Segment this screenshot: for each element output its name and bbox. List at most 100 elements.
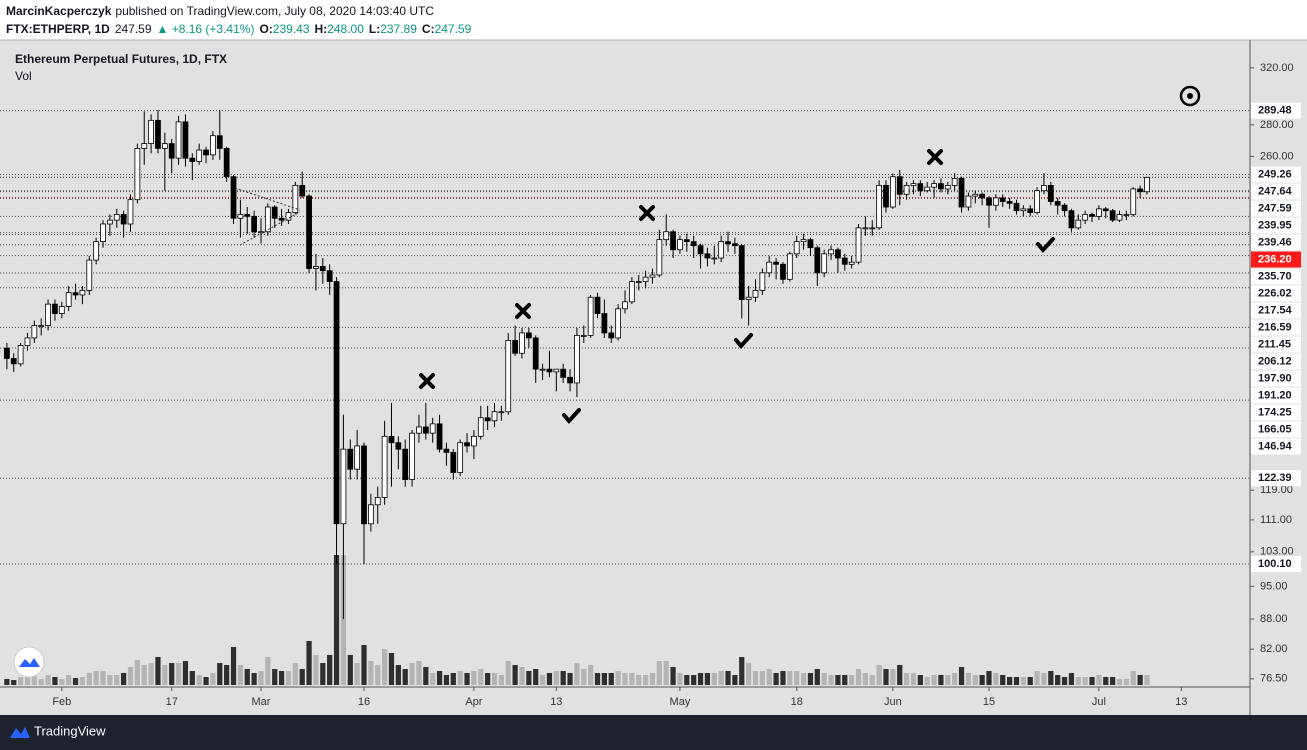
- x-tick-label: 17: [166, 696, 178, 708]
- candle-body: [471, 435, 477, 447]
- candle-body: [1089, 214, 1095, 217]
- volume-bar: [224, 665, 230, 685]
- volume-bar: [416, 661, 422, 685]
- volume-bar: [395, 665, 401, 685]
- volume-bar: [368, 661, 374, 685]
- candle-body: [210, 135, 216, 156]
- candle-body: [615, 308, 622, 339]
- candle-body: [120, 214, 127, 225]
- volume-bar: [890, 669, 896, 685]
- volume-bar: [903, 673, 910, 685]
- volume-bar: [1020, 677, 1026, 685]
- volume-bar: [382, 649, 388, 685]
- candle-body: [835, 249, 841, 259]
- candle-body: [594, 296, 601, 314]
- volume-bar: [574, 663, 580, 685]
- volume-bar: [285, 671, 292, 685]
- candle-body: [993, 197, 999, 206]
- candle-body: [1096, 208, 1102, 217]
- level-label-bg: [1251, 200, 1301, 217]
- volume-label: Vol: [15, 69, 32, 83]
- candle-body: [52, 303, 58, 314]
- volume-bar: [100, 671, 106, 685]
- volume-bar: [127, 667, 134, 685]
- candle-body: [910, 183, 917, 186]
- volume-bar: [272, 669, 278, 685]
- l-label: L:: [369, 22, 380, 36]
- level-label-bg: [1251, 353, 1301, 370]
- candle-body: [443, 448, 450, 453]
- volume-bar: [601, 673, 608, 685]
- candle-body: [786, 253, 793, 280]
- volume-bar: [958, 667, 965, 685]
- x-tick-label: Apr: [465, 696, 482, 708]
- volume-bar: [931, 675, 937, 685]
- x-tick-label: 13: [1175, 696, 1187, 708]
- candle-body: [663, 231, 670, 241]
- x-tick-label: Jul: [1092, 696, 1106, 708]
- candle-body: [134, 147, 141, 201]
- volume-bar: [807, 673, 814, 685]
- candle-body: [752, 290, 759, 298]
- volume-bar: [457, 671, 463, 685]
- x-tick-label: Feb: [52, 696, 71, 708]
- volume-bar: [4, 679, 10, 685]
- footer-logo: [10, 727, 30, 738]
- volume-bar: [1027, 677, 1033, 685]
- candle-body: [79, 290, 86, 296]
- volume-bar: [794, 671, 800, 685]
- x-tick-label: 15: [983, 696, 995, 708]
- volume-bar: [677, 673, 683, 685]
- candle-body: [711, 257, 718, 260]
- volume-bar: [1096, 675, 1102, 685]
- volume-bar: [581, 669, 587, 685]
- candle-body: [223, 147, 230, 178]
- volume-bar: [1068, 673, 1075, 685]
- volume-bar: [1116, 679, 1123, 685]
- volume-bar: [773, 673, 779, 685]
- volume-bar: [141, 665, 147, 685]
- volume-bar: [278, 671, 285, 685]
- volume-bar: [450, 673, 456, 685]
- x-tick-label: 13: [550, 696, 562, 708]
- candle-body: [848, 261, 855, 265]
- volume-bar: [45, 675, 51, 685]
- candle-body: [800, 239, 807, 243]
- level-label-bg: [1251, 183, 1301, 200]
- volume-bar: [292, 663, 298, 685]
- volume-bar: [72, 678, 79, 685]
- candle-body: [601, 313, 608, 334]
- level-label: 235.70: [1258, 270, 1292, 282]
- volume-bar: [443, 675, 450, 685]
- candle-body: [1130, 188, 1137, 215]
- volume-bar: [313, 655, 319, 685]
- candle-body: [1109, 210, 1116, 221]
- level-label: 100.10: [1258, 558, 1292, 570]
- candle-body: [491, 411, 498, 422]
- volume-bar: [1055, 675, 1061, 685]
- volume-bar: [855, 669, 862, 685]
- candle-body: [45, 303, 51, 326]
- volume-bar: [409, 663, 415, 685]
- volume-bar: [766, 669, 772, 685]
- volume-bar: [546, 673, 553, 685]
- volume-bar: [196, 675, 202, 685]
- o-label: O:: [259, 22, 272, 36]
- volume-bar: [464, 673, 470, 685]
- volume-bar: [739, 657, 745, 685]
- last: 247.59: [115, 22, 152, 36]
- candle-body: [1027, 208, 1034, 214]
- x-tick-label: 16: [358, 696, 370, 708]
- candle-body: [814, 247, 821, 274]
- volume-bar: [752, 671, 759, 685]
- volume-bar: [148, 663, 154, 685]
- volume-bar: [471, 671, 477, 685]
- candle-body: [319, 266, 326, 272]
- candle-body: [1013, 202, 1020, 212]
- annotations: [419, 149, 1055, 425]
- volume-bar: [114, 675, 120, 685]
- candle-body: [628, 281, 635, 303]
- candle-body: [299, 184, 306, 197]
- candle-body: [258, 231, 264, 234]
- candle-body: [553, 368, 560, 373]
